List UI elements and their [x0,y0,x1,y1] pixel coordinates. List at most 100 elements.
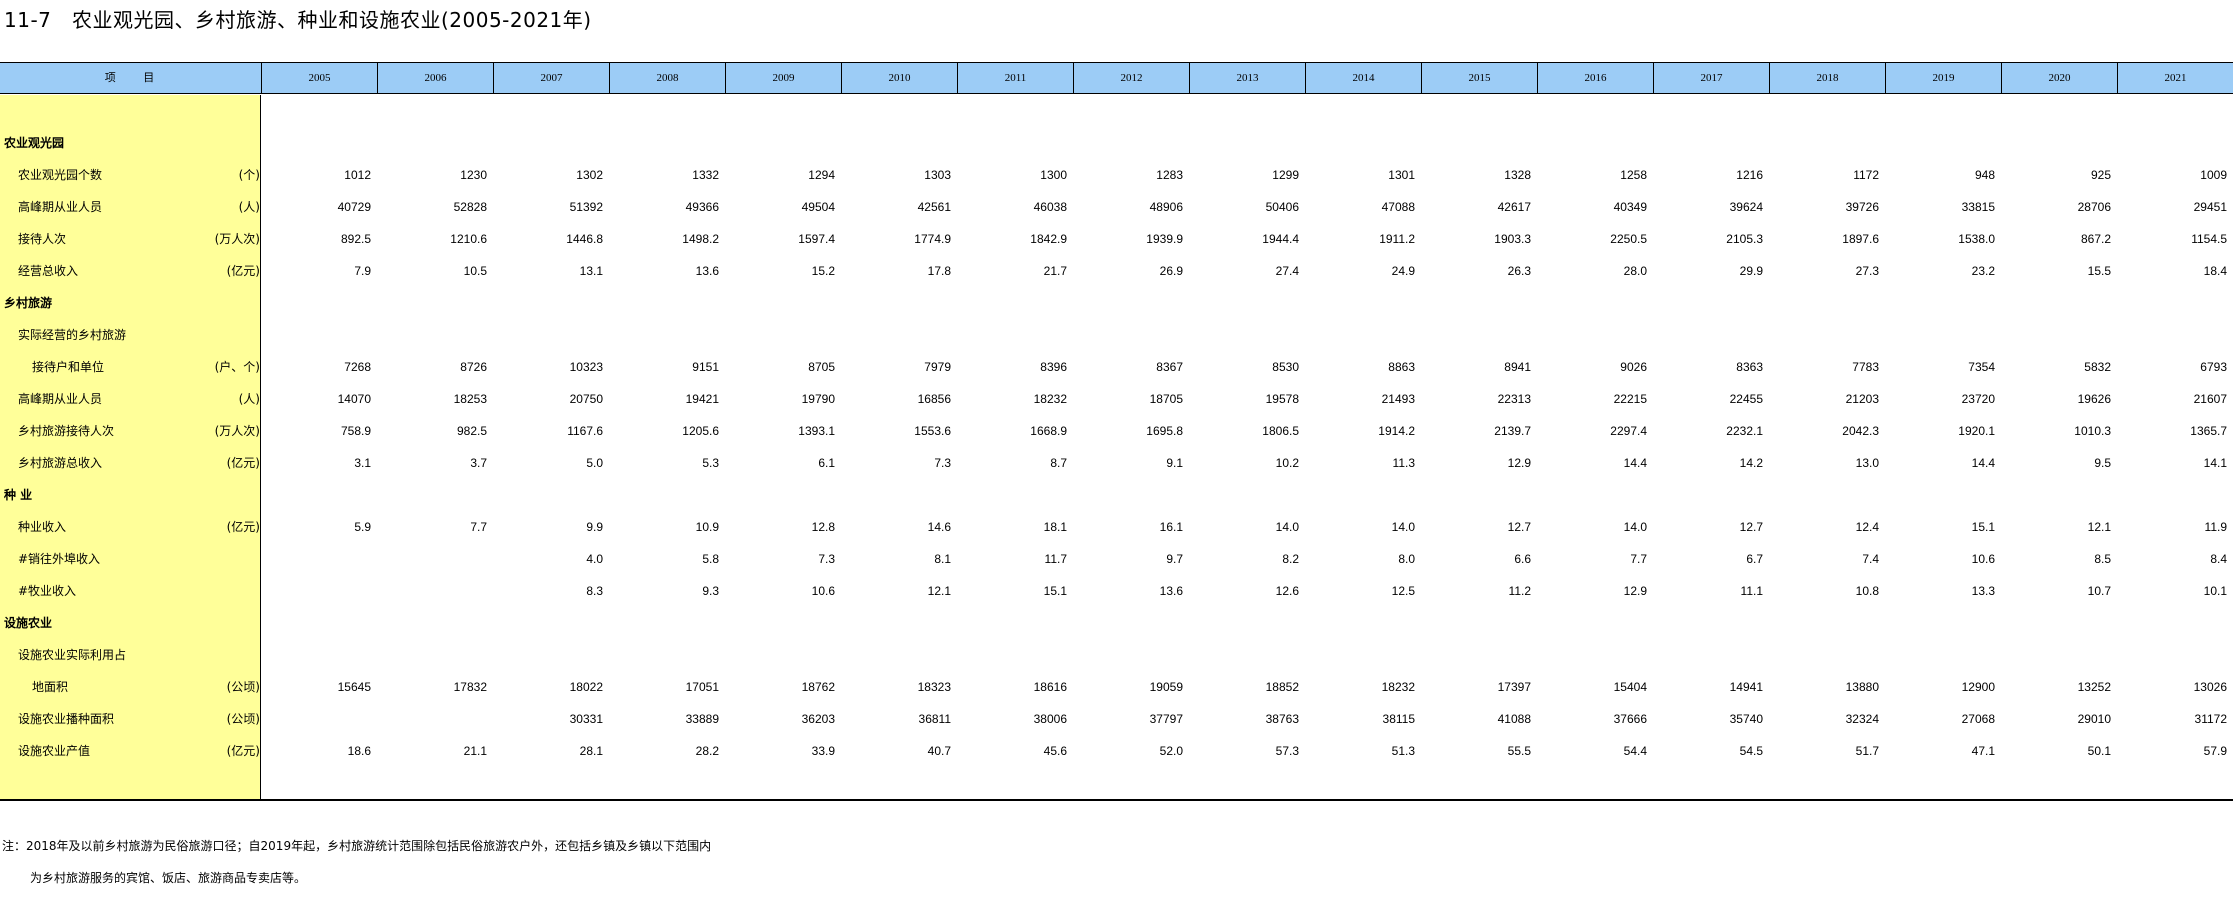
table-row: 接待户和单位 (户、个) 7268 8726 10323 9151 8705 7979 8396… [0,351,2233,383]
value-cell-2010: 16856 [917,392,951,406]
value-cell-2014: 11.3 [1392,456,1415,470]
value-cell-2013: 50406 [1265,200,1299,214]
value-cell-2005: 1012 [344,168,371,182]
row-label: #牧业收入 [18,584,77,598]
value-cell-2008: 1205.6 [682,424,719,438]
value-cell-2011: 45.6 [1043,744,1067,758]
value-cell-2020: 867.2 [2080,232,2111,246]
value-cell-2021: 1154.5 [2191,232,2227,246]
value-cell-2011: 1842.9 [1030,232,1067,246]
value-cell-2009: 36203 [801,712,835,726]
value-cell-2006: 17832 [453,680,487,694]
value-cell-2017: 2105.3 [1726,232,1763,246]
table-row: 乡村旅游总收入 (亿元) 3.1 3.7 5.0 5.3 6.1 7.3 8.7 9.1 10.2 1… [0,447,2233,479]
value-cell-2015: 26.3 [1507,264,1531,278]
value-cell-2018: 10.8 [1855,584,1879,598]
value-cell-2013: 1299 [1272,168,1299,182]
value-cell-2017: 12.7 [1739,520,1763,534]
header-year-2021: 2021 [2117,63,2233,93]
value-cell-2017: 39624 [1729,200,1763,214]
table-row: 经营总收入 (亿元) 7.9 10.5 13.1 13.6 15.2 17.8 21.7 26.9… [0,255,2233,287]
value-cell-2015: 2139.7 [1494,424,1531,438]
value-cell-2010: 42561 [917,200,951,214]
value-cell-2009: 1597.4 [798,232,835,246]
value-cell-2021: 1009 [2200,168,2227,182]
value-cell-2018: 27.3 [1855,264,1879,278]
value-cell-2018: 7783 [1852,360,1879,374]
value-cell-2016: 7.7 [1630,552,1647,566]
value-cell-2007: 5.0 [586,456,603,470]
value-cell-2011: 11.7 [1044,552,1067,566]
value-cell-2012: 19059 [1149,680,1183,694]
value-cell-2005: 15645 [337,680,371,694]
value-cell-2021: 31172 [2194,712,2227,726]
value-cell-2019: 23720 [1961,392,1995,406]
value-cell-2012: 48906 [1149,200,1183,214]
value-cell-2007: 28.1 [579,744,603,758]
value-cell-2021: 18.4 [2203,264,2227,278]
value-cell-2006: 8726 [460,360,487,374]
value-cell-2016: 54.4 [1623,744,1647,758]
value-cell-2012: 1695.8 [1146,424,1183,438]
value-cell-2014: 1911.2 [1379,232,1415,246]
value-cell-2011: 21.7 [1043,264,1067,278]
value-cell-2020: 8.5 [2094,552,2111,566]
value-cell-2019: 15.1 [1971,520,1995,534]
value-cell-2010: 8.1 [934,552,951,566]
value-cell-2006: 7.7 [470,520,487,534]
value-cell-2015: 12.9 [1507,456,1531,470]
header-year-2005: 2005 [261,63,377,93]
value-cell-2009: 33.9 [811,744,835,758]
value-cell-2014: 21493 [1381,392,1415,406]
value-cell-2018: 13880 [1845,680,1879,694]
value-cell-2005: 40729 [337,200,371,214]
table-row: 高峰期从业人员 (人) 14070 18253 20750 19421 19790 16856… [0,383,2233,415]
value-cell-2012: 18705 [1149,392,1183,406]
value-cell-2010: 7979 [924,360,951,374]
value-cell-2009: 12.8 [811,520,835,534]
header-year-2006: 2006 [377,63,493,93]
value-cell-2018: 2042.3 [1842,424,1879,438]
value-cell-2015: 1328 [1504,168,1531,182]
value-cell-2007: 18022 [569,680,603,694]
value-cell-2020: 1010.3 [2074,424,2111,438]
value-cell-2006: 21.1 [463,744,487,758]
row-unit: (亿元) [226,520,260,534]
value-cell-2012: 9.1 [1166,456,1183,470]
table-row: 设施农业实际利用占 [0,639,2233,671]
value-cell-2019: 23.2 [1971,264,1995,278]
value-cell-2010: 1303 [924,168,951,182]
value-cell-2007: 1302 [576,168,603,182]
table-row: 高峰期从业人员 (人) 40729 52828 51392 49366 49504 42561… [0,191,2233,223]
value-cell-2008: 28.2 [695,744,719,758]
value-cell-2011: 1668.9 [1030,424,1067,438]
value-cell-2010: 18323 [917,680,951,694]
value-cell-2017: 1216 [1736,168,1763,182]
value-cell-2017: 54.5 [1739,744,1763,758]
value-cell-2010: 12.1 [927,584,951,598]
value-cell-2016: 14.0 [1623,520,1647,534]
value-cell-2018: 13.0 [1855,456,1879,470]
value-cell-2012: 52.0 [1159,744,1183,758]
value-cell-2019: 10.6 [1971,552,1995,566]
value-cell-2020: 9.5 [2094,456,2111,470]
value-cell-2009: 6.1 [818,456,835,470]
value-cell-2015: 6.6 [1514,552,1531,566]
value-cell-2020: 5832 [2084,360,2111,374]
category-row: 农业观光园 [0,127,2233,159]
value-cell-2019: 13.3 [1971,584,1995,598]
value-cell-2012: 1939.9 [1146,232,1183,246]
row-label: 设施农业 [4,616,53,630]
value-cell-2019: 33815 [1961,200,1995,214]
value-cell-2008: 17051 [685,680,719,694]
value-cell-2011: 8396 [1040,360,1067,374]
value-cell-2013: 12.6 [1275,584,1299,598]
value-cell-2016: 14.4 [1623,456,1647,470]
value-cell-2010: 40.7 [927,744,951,758]
value-cell-2006: 18253 [453,392,487,406]
value-cell-2015: 17397 [1497,680,1531,694]
value-cell-2017: 29.9 [1739,264,1763,278]
value-cell-2012: 26.9 [1159,264,1183,278]
row-unit: (亿元) [226,456,260,470]
header-year-2017: 2017 [1653,63,1769,93]
